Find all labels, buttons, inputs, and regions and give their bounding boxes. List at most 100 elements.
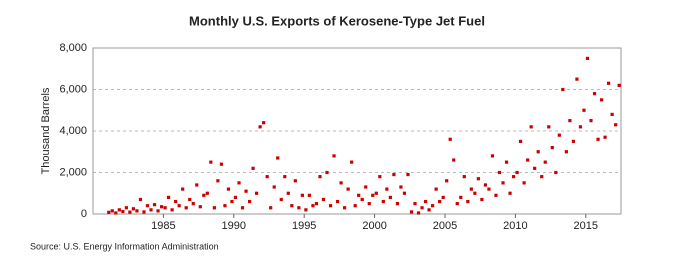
point [328,204,333,208]
point [452,158,456,162]
point [508,191,512,195]
point [314,202,319,206]
chart-title: Monthly U.S. Exports of Kerosene-Type Je… [189,13,485,28]
point [121,209,125,214]
point [195,183,199,187]
point [561,87,565,92]
point [230,199,234,204]
point [233,195,238,199]
point [571,139,576,143]
point [202,193,206,197]
point [547,125,551,129]
point [343,206,347,210]
point [300,193,304,197]
point [473,191,477,195]
point [170,208,174,212]
point [311,204,315,208]
x-tick-label: 2010 [503,220,527,232]
x-tick-label: 2015 [574,220,598,232]
point [536,150,540,154]
point [455,202,459,206]
point [459,195,463,199]
point [276,156,280,160]
point [321,197,326,202]
point [357,193,361,197]
point [272,185,276,189]
point [255,191,259,195]
point [445,179,449,183]
point [462,175,466,179]
point [174,199,178,204]
point [529,125,533,129]
point [335,199,340,204]
point [114,211,118,215]
point [297,206,301,210]
point [152,203,157,207]
point [438,199,442,204]
point [279,197,283,202]
point [617,83,621,87]
point [237,181,241,185]
point [406,172,410,177]
point [526,158,530,162]
point [550,146,554,150]
point [339,181,343,185]
point [399,185,403,189]
y-tick-label: 8,000 [59,42,87,54]
point [325,170,329,175]
y-tick-label: 2,000 [59,166,87,178]
point [483,183,488,187]
point [307,193,312,197]
point [247,199,252,204]
point [209,160,213,164]
source-note: Source: U.S. Energy Information Administ… [30,241,219,251]
point [540,175,544,179]
point [416,211,421,215]
point [304,208,308,212]
point [350,160,354,164]
point [226,187,231,191]
point [216,179,220,183]
point [607,81,611,85]
point [223,204,227,208]
point [332,154,336,158]
point [240,206,245,210]
point [522,181,526,185]
point [519,139,523,143]
point [448,137,452,141]
point [131,207,136,211]
point [360,197,364,202]
point [374,191,378,195]
point [578,125,583,129]
point [603,135,607,139]
point [124,206,128,210]
point [142,210,146,214]
point [367,202,371,206]
point [110,209,114,213]
point [167,195,171,199]
point [592,92,597,96]
point [392,172,396,177]
point [557,133,561,137]
point [138,197,143,202]
point [582,108,586,112]
point [501,181,505,185]
point [181,187,185,191]
point [293,179,297,183]
point [420,206,424,210]
point [149,208,153,212]
point [533,166,537,170]
point [283,175,287,179]
point [212,206,216,210]
point [490,154,495,158]
point [378,175,382,179]
point [469,187,473,191]
point [504,160,509,164]
point [269,206,273,210]
point [286,191,290,195]
point [107,210,111,214]
point [163,206,167,210]
point [441,195,445,199]
point [388,195,392,199]
point [589,119,593,123]
